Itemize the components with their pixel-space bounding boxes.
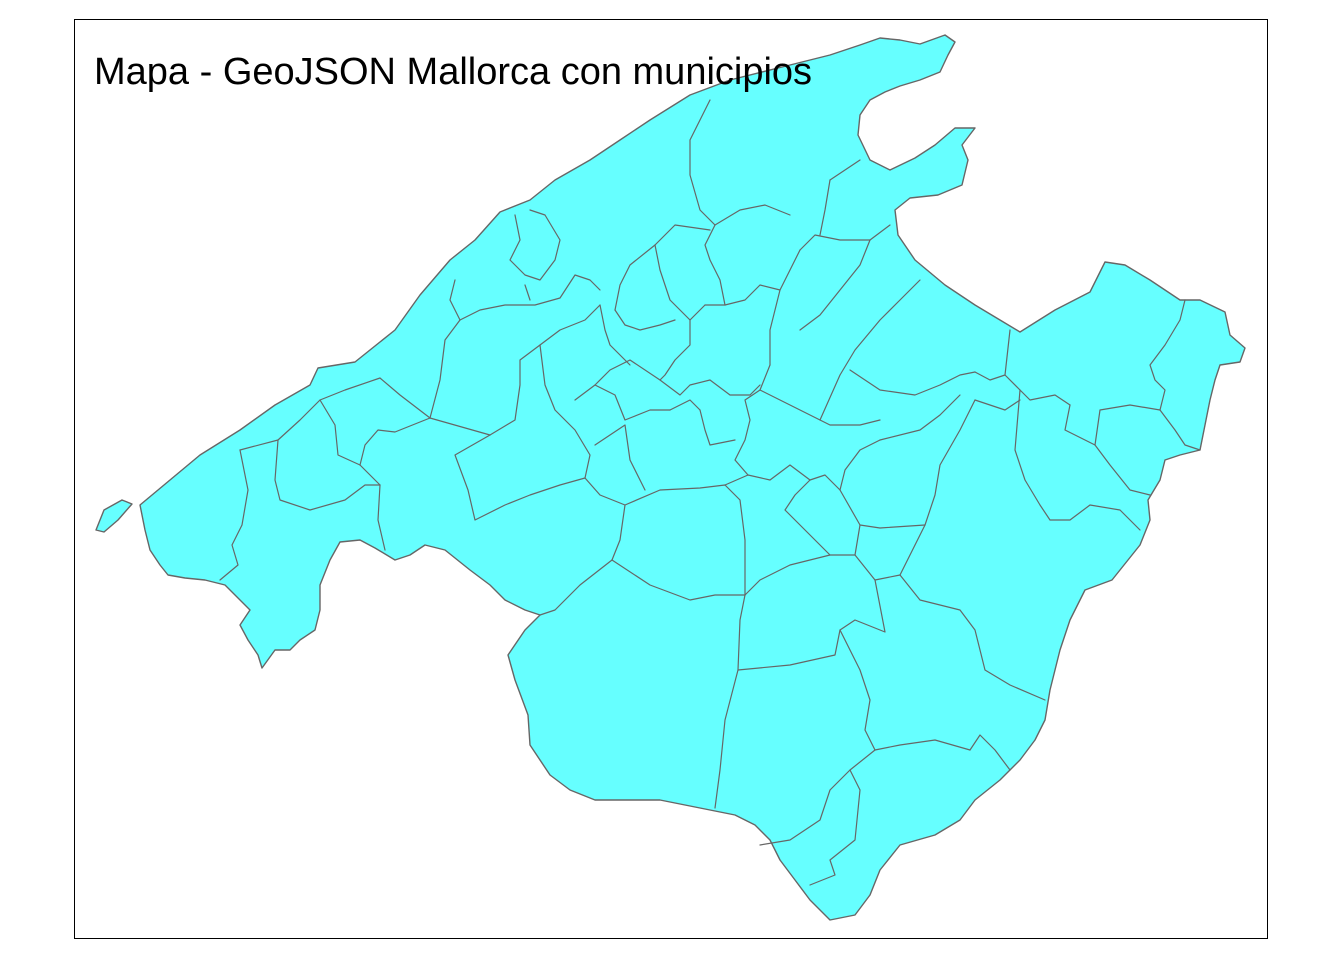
map-title: Mapa - GeoJSON Mallorca con municipios — [94, 51, 813, 93]
island-outline — [95, 34, 1246, 921]
map-frame — [74, 19, 1268, 939]
municipal-borders — [219, 99, 1201, 886]
